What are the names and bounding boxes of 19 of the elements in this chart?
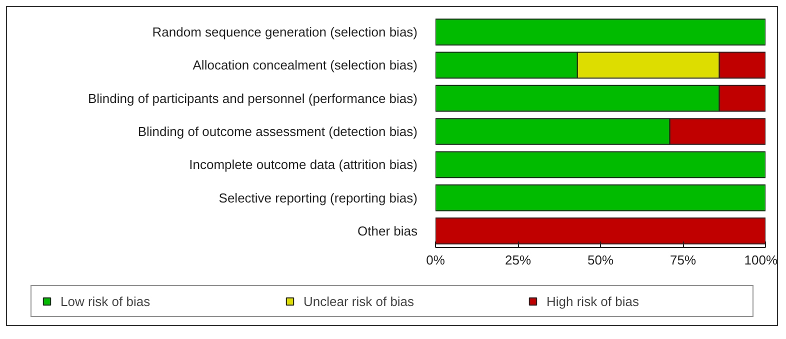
y-tick-label: Other bias [358,223,418,238]
x-tick-label: 25% [504,252,532,268]
x-tick-label: 0% [426,252,446,268]
y-tick-label: Selective reporting (reporting bias) [218,190,418,206]
x-tick-label: 50% [587,252,614,268]
bar [436,184,766,212]
legend-label: Low risk of bias [60,294,152,308]
x-tick-label: 100% [744,252,778,268]
x-tick-label: 75% [670,252,696,268]
bar [436,151,766,178]
y-tick-label: Incomplete outcome data (attrition bias) [189,157,418,172]
y-tick-label: Random sequence generation (selection bias) [152,24,418,40]
legend-label: High risk of bias [546,294,640,308]
bar [436,18,766,46]
y-tick-label: Allocation concealment (selection bias) [192,58,418,73]
legend-label: Unclear risk of bias [304,294,416,308]
y-tick-label: Blinding of outcome assessment (detection bias) [138,124,418,139]
y-tick-label: Blinding of participants and personnel (performance bias) [88,90,418,106]
bar [436,218,766,244]
